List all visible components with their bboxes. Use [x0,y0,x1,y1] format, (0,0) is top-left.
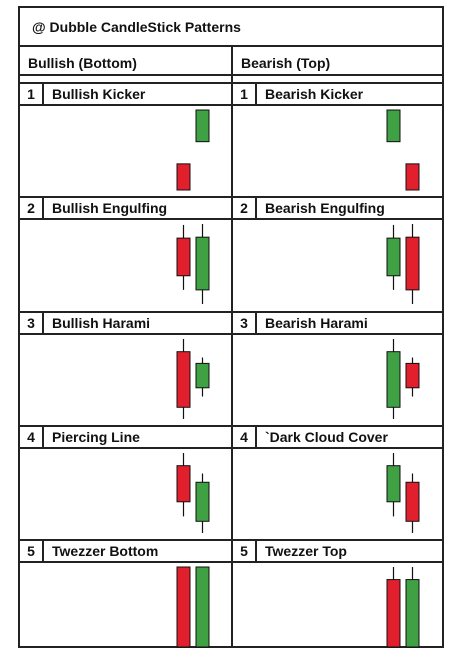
bullish-column-heading: Bullish (Bottom) [20,47,231,76]
candlestick-drawing [386,567,420,648]
bullish-candle-body [195,109,210,143]
candle-area-bullish-kicker [20,106,231,194]
pattern-number: 4 [20,427,44,447]
candlestick-drawing [386,109,420,191]
pattern-header-bearish-harami: 3 Bearish Harami [233,311,442,335]
pattern-name: Bearish Kicker [265,86,364,102]
pattern-number: 5 [20,541,44,561]
candle-area-piercing-line [20,449,231,537]
pattern-header-twezzer-top: 5 Twezzer Top [233,539,442,563]
candle-area-bullish-engulfing [20,220,231,308]
bullish-candle-body [405,579,420,648]
pattern-header-piercing-line: 4 Piercing Line [20,425,231,449]
pattern-number: 2 [20,198,44,218]
bearish-candle-body [405,481,420,522]
pattern-header-bullish-harami: 3 Bullish Harami [20,311,231,335]
pattern-name: Twezzer Bottom [52,543,159,559]
bearish-candle-body [176,351,191,408]
bullish-candle-body [386,351,401,408]
bearish-column-heading: Bearish (Top) [233,47,442,76]
page-title: @ Dubble CandleStick Patterns [32,19,241,35]
bullish-candle-body [195,481,210,522]
bearish-candle-body [405,163,420,191]
pattern-number: 1 [233,84,257,104]
pattern-number: 3 [20,313,44,333]
pattern-number: 4 [233,427,257,447]
pattern-sheet: @ Dubble CandleStick Patterns Bullish (B… [18,6,444,648]
bullish-candle-body [195,362,210,389]
pattern-name: Piercing Line [52,429,140,445]
candlestick-drawing [176,109,210,191]
column-divider [231,47,233,646]
candlestick-drawing [386,453,420,533]
bullish-candle-body [386,237,401,277]
pattern-name: Bearish Engulfing [265,200,385,216]
pattern-number: 1 [20,84,44,104]
candlestick-drawing [176,339,210,419]
pattern-header-dark-cloud-cover: 4 `Dark Cloud Cover [233,425,442,449]
bearish-candle-body [176,465,191,503]
bearish-candle-body [176,163,191,191]
pattern-name: Bullish Harami [52,315,151,331]
bearish-candle-body [176,566,191,648]
pattern-header-bearish-kicker: 1 Bearish Kicker [233,82,442,106]
candle-area-bullish-harami [20,335,231,423]
candlestick-drawing [176,224,210,304]
candlestick-drawing [386,339,420,419]
bullish-candle-body [195,566,210,648]
pattern-name: Bearish Harami [265,315,368,331]
pattern-name: `Dark Cloud Cover [265,429,388,445]
pattern-header-bullish-kicker: 1 Bullish Kicker [20,82,231,106]
candlestick-drawing [176,453,210,533]
pattern-name: Bullish Engulfing [52,200,168,216]
bullish-candle-body [386,465,401,503]
pattern-header-bearish-engulfing: 2 Bearish Engulfing [233,196,442,220]
bearish-candle-body [405,362,420,389]
bullish-heading-label: Bullish (Bottom) [28,55,137,71]
candle-area-bearish-engulfing [233,220,442,308]
bearish-candle-body [405,236,420,291]
candle-area-dark-cloud-cover [233,449,442,537]
candle-area-twezzer-bottom [20,563,231,651]
bearish-candle-body [386,579,401,648]
pattern-number: 3 [233,313,257,333]
bullish-candle-body [386,109,401,143]
pattern-header-twezzer-bottom: 5 Twezzer Bottom [20,539,231,563]
candlestick-drawing [386,224,420,304]
pattern-number: 2 [233,198,257,218]
pattern-name: Bullish Kicker [52,86,146,102]
pattern-header-bullish-engulfing: 2 Bullish Engulfing [20,196,231,220]
bearish-candle-body [176,237,191,277]
bearish-heading-label: Bearish (Top) [241,55,331,71]
candle-area-bearish-kicker [233,106,442,194]
pattern-number: 5 [233,541,257,561]
candle-area-bearish-harami [233,335,442,423]
title-bar: @ Dubble CandleStick Patterns [20,8,442,47]
pattern-name: Twezzer Top [265,543,347,559]
bullish-candle-body [195,236,210,291]
candlestick-drawing [176,566,210,648]
candle-area-twezzer-top [233,563,442,651]
